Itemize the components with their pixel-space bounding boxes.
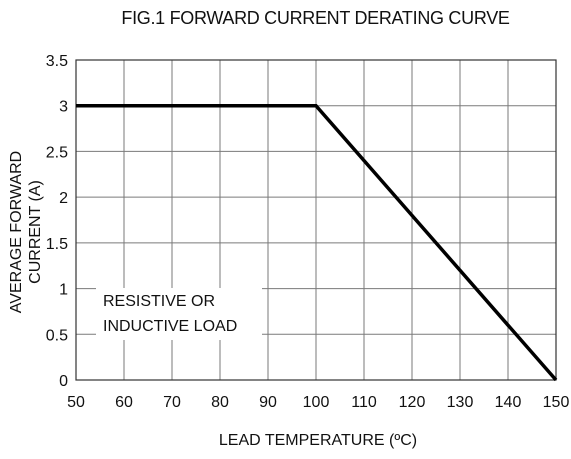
x-tick-label: 120 xyxy=(399,394,426,411)
annotation-line-2: INDUCTIVE LOAD xyxy=(103,318,237,335)
x-tick-label: 130 xyxy=(447,394,474,411)
derating-curve xyxy=(76,103,558,382)
x-tick-label: 110 xyxy=(351,394,377,411)
x-tick-label: 100 xyxy=(303,394,330,411)
y-tick-label: 3.5 xyxy=(46,53,68,70)
x-tick-label: 150 xyxy=(543,394,570,411)
y-tick-label: 2.5 xyxy=(46,144,68,161)
series-group xyxy=(76,103,558,382)
y-axis-label-line-1: AVERAGE FORWARD xyxy=(8,151,25,313)
y-axis-label: AVERAGE FORWARD CURRENT (A) xyxy=(8,151,44,313)
x-tick-label: 50 xyxy=(67,394,85,411)
x-axis-label: LEAD TEMPERATURE (ºC) xyxy=(219,432,417,449)
y-tick-label: 1 xyxy=(59,282,68,299)
y-tick-label: 2 xyxy=(59,190,68,207)
chart-title: FIG.1 FORWARD CURRENT DERATING CURVE xyxy=(121,8,510,28)
y-tick-label: 3 xyxy=(59,99,68,116)
x-tick-label: 60 xyxy=(115,394,133,411)
x-tick-label: 70 xyxy=(163,394,181,411)
y-axis-label-line-2: CURRENT (A) xyxy=(27,180,44,284)
y-tick-label: 0.5 xyxy=(46,327,68,344)
x-tick-label: 90 xyxy=(259,394,277,411)
annotation-background xyxy=(96,288,262,340)
plot-frame xyxy=(75,59,557,381)
x-tick-label: 140 xyxy=(495,394,522,411)
x-tick-labels: 50 60 70 80 90 100 110 120 130 140 150 xyxy=(67,394,569,411)
y-tick-labels: 0 0.5 1 1.5 2 2.5 3 3.5 xyxy=(46,53,68,390)
annotation-line-1: RESISTIVE OR xyxy=(103,293,215,310)
y-tick-label: 1.5 xyxy=(46,236,68,253)
x-tick-label: 80 xyxy=(211,394,229,411)
y-tick-label: 0 xyxy=(59,373,68,390)
